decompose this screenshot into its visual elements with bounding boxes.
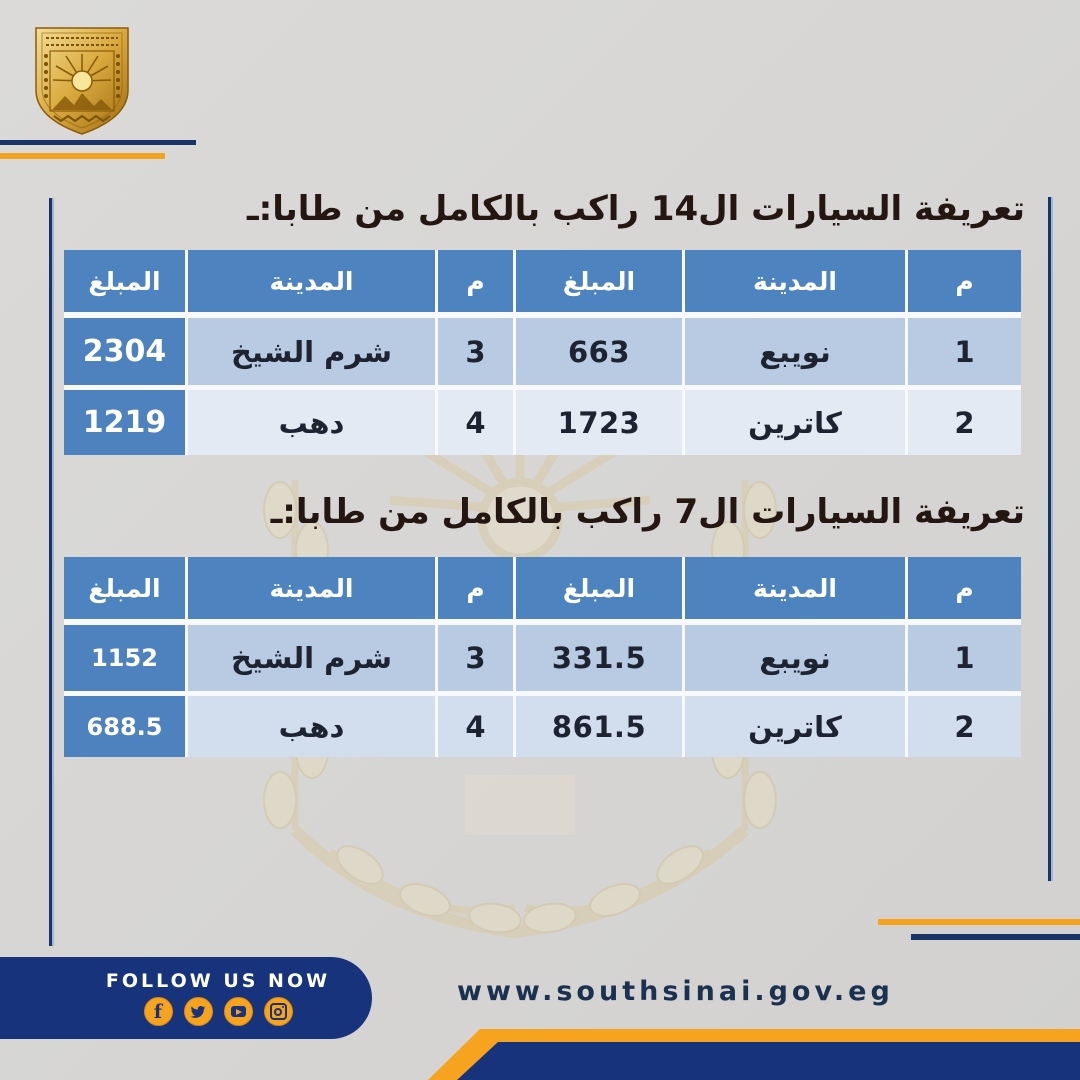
governorate-logo <box>35 27 129 135</box>
serial-value: 1 <box>908 318 1021 385</box>
city-value: دهب <box>188 390 435 455</box>
col-header-amount: المبلغ <box>64 250 185 312</box>
col-header-amount: المبلغ <box>64 557 185 619</box>
twitter-icon[interactable] <box>183 997 213 1026</box>
right-vertical-line <box>1048 197 1053 881</box>
bottom-orange-line <box>878 919 1080 925</box>
bottom-band <box>428 1029 1080 1080</box>
serial-value: 3 <box>438 318 513 385</box>
left-vertical-line <box>49 198 54 946</box>
table2-row2: 2 كاترين 861.5 4 دهب 688.5 <box>64 696 1021 757</box>
table1-row1: 1 نويبع 663 3 شرم الشيخ 2304 <box>64 318 1021 385</box>
instagram-icon[interactable] <box>263 997 293 1026</box>
website-url[interactable]: www.southsinai.gov.eg <box>457 976 894 1007</box>
amount-value: 1219 <box>64 390 185 455</box>
amount-value: 2304 <box>64 318 185 385</box>
col-header-serial: م <box>438 557 513 619</box>
col-header-city: المدينة <box>685 250 905 312</box>
city-value: شرم الشيخ <box>188 318 435 385</box>
col-header-serial: م <box>908 557 1021 619</box>
amount-value: 861.5 <box>516 696 682 757</box>
serial-value: 4 <box>438 696 513 757</box>
social-icons-row: f <box>143 997 293 1026</box>
header-gold-line <box>0 153 165 159</box>
header-navy-line <box>0 140 196 145</box>
follow-us-banner: FOLLOW US NOW f <box>0 957 372 1039</box>
amount-value: 1723 <box>516 390 682 455</box>
city-value: شرم الشيخ <box>188 625 435 691</box>
table2-row1: 1 نويبع 331.5 3 شرم الشيخ 1152 <box>64 625 1021 691</box>
amount-value: 1152 <box>64 625 185 691</box>
youtube-icon[interactable] <box>223 997 253 1026</box>
table1-header-row: م المدينة المبلغ م المدينة المبلغ <box>64 250 1021 312</box>
serial-value: 4 <box>438 390 513 455</box>
col-header-amount: المبلغ <box>516 557 682 619</box>
serial-value: 2 <box>908 390 1021 455</box>
col-header-city: المدينة <box>188 557 435 619</box>
col-header-amount: المبلغ <box>516 250 682 312</box>
section1-title: تعريفة السيارات ال14 راكب بالكامل من طاب… <box>247 189 1026 229</box>
col-header-serial: م <box>908 250 1021 312</box>
city-value: دهب <box>188 696 435 757</box>
table1-row2: 2 كاترين 1723 4 دهب 1219 <box>64 390 1021 455</box>
serial-value: 2 <box>908 696 1021 757</box>
follow-us-label: FOLLOW US NOW <box>105 970 331 992</box>
city-value: نويبع <box>685 318 905 385</box>
amount-value: 663 <box>516 318 682 385</box>
col-header-serial: م <box>438 250 513 312</box>
serial-value: 3 <box>438 625 513 691</box>
col-header-city: المدينة <box>685 557 905 619</box>
bottom-navy-line <box>911 934 1080 940</box>
table2-header-row: م المدينة المبلغ م المدينة المبلغ <box>64 557 1021 619</box>
section2-title: تعريفة السيارات ال7 راكب بالكامل من طابا… <box>270 492 1026 532</box>
tariff-table-14-seats: م المدينة المبلغ م المدينة المبلغ 1 نويب… <box>64 250 1021 455</box>
tariff-table-7-seats: م المدينة المبلغ م المدينة المبلغ 1 نويب… <box>64 557 1021 757</box>
amount-value: 331.5 <box>516 625 682 691</box>
city-value: نويبع <box>685 625 905 691</box>
city-value: كاترين <box>685 696 905 757</box>
city-value: كاترين <box>685 390 905 455</box>
serial-value: 1 <box>908 625 1021 691</box>
facebook-icon[interactable]: f <box>143 997 173 1026</box>
amount-value: 688.5 <box>64 696 185 757</box>
col-header-city: المدينة <box>188 250 435 312</box>
